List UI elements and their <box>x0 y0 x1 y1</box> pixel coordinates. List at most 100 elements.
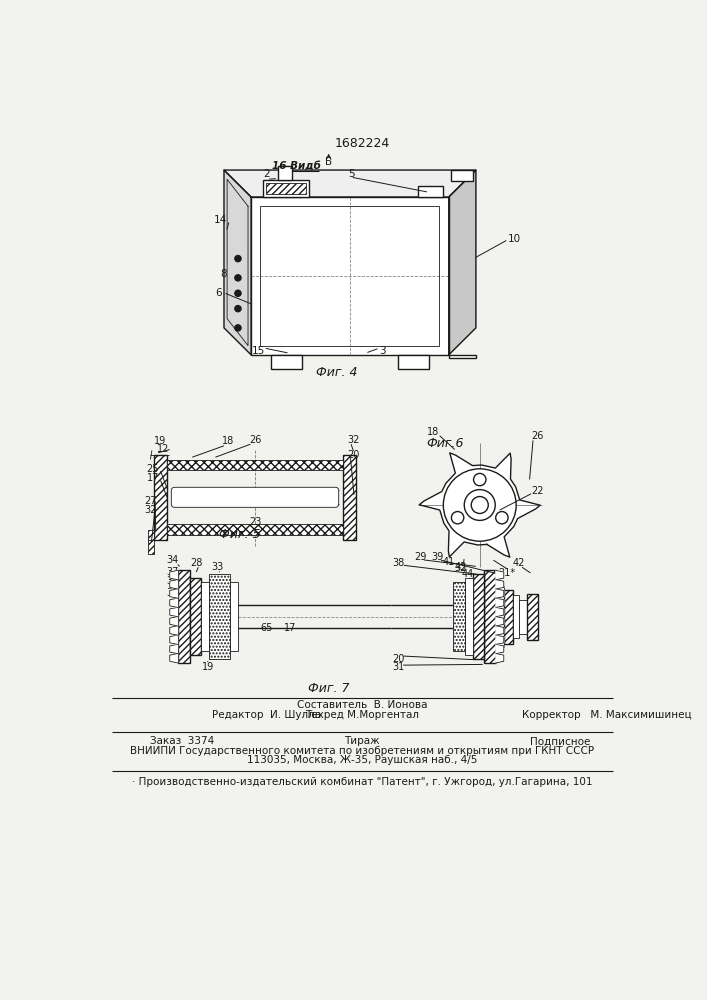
Bar <box>449 355 476 358</box>
Text: 29: 29 <box>414 552 426 562</box>
Text: 10: 10 <box>508 234 521 244</box>
Polygon shape <box>170 598 177 607</box>
Text: 23: 23 <box>249 517 261 527</box>
Text: 1682224: 1682224 <box>334 137 390 150</box>
Text: 113035, Москва, Ж-35, Раушская наб., 4/5: 113035, Москва, Ж-35, Раушская наб., 4/5 <box>247 755 477 765</box>
Polygon shape <box>170 626 177 635</box>
Bar <box>484 570 496 663</box>
Polygon shape <box>496 644 504 654</box>
Polygon shape <box>170 570 177 580</box>
Bar <box>452 582 465 651</box>
Bar <box>190 578 201 655</box>
Circle shape <box>235 256 241 262</box>
Bar <box>271 355 301 369</box>
Text: 20: 20 <box>392 654 404 664</box>
Polygon shape <box>224 170 476 197</box>
Text: 44: 44 <box>462 569 474 579</box>
Text: Б: Б <box>325 157 332 167</box>
Text: 43: 43 <box>455 562 467 572</box>
Polygon shape <box>170 589 177 598</box>
Text: 35: 35 <box>166 588 178 598</box>
Bar <box>263 180 309 197</box>
Text: 8: 8 <box>221 269 228 279</box>
Text: 14: 14 <box>214 215 227 225</box>
Bar <box>527 594 538 640</box>
Circle shape <box>235 306 241 312</box>
Circle shape <box>235 325 241 331</box>
Circle shape <box>235 290 241 296</box>
Text: 17: 17 <box>146 473 159 483</box>
Text: Фиг.6: Фиг.6 <box>426 437 464 450</box>
Polygon shape <box>496 626 504 635</box>
Bar <box>519 600 527 634</box>
Circle shape <box>464 490 495 520</box>
Text: Редактор  И. Шулла: Редактор И. Шулла <box>212 710 322 720</box>
Text: 32: 32 <box>347 435 360 445</box>
Polygon shape <box>170 580 177 589</box>
Text: 16 Видб: 16 Видб <box>272 161 321 171</box>
Text: 37: 37 <box>166 567 178 577</box>
Text: 65: 65 <box>260 623 273 633</box>
Bar <box>148 530 154 540</box>
FancyBboxPatch shape <box>171 487 339 507</box>
Text: 3: 3 <box>380 346 386 356</box>
Text: Техред М.Моргентал: Техред М.Моргентал <box>305 710 419 720</box>
Polygon shape <box>496 598 504 607</box>
Text: 33: 33 <box>211 562 224 572</box>
Bar <box>148 540 154 554</box>
Text: 32: 32 <box>454 563 467 573</box>
Text: 36: 36 <box>166 576 178 586</box>
Bar <box>344 455 356 540</box>
Text: 34: 34 <box>166 555 178 565</box>
Text: 12: 12 <box>158 444 170 454</box>
Text: ВНИИПИ Государственного комитета по изобретениям и открытиям при ГКНТ СССР: ВНИИПИ Государственного комитета по изоб… <box>130 746 594 756</box>
Bar <box>154 455 167 540</box>
Text: 17: 17 <box>284 623 296 633</box>
Circle shape <box>443 469 516 541</box>
Bar <box>513 595 519 638</box>
Text: 22: 22 <box>532 486 544 496</box>
Text: · Производственно-издательский комбинат "Патент", г. Ужгород, ул.Гагарина, 101: · Производственно-издательский комбинат … <box>132 777 592 787</box>
Text: 31: 31 <box>392 662 404 672</box>
Polygon shape <box>496 635 504 644</box>
Bar <box>398 355 429 369</box>
Polygon shape <box>496 580 504 589</box>
Text: 19: 19 <box>153 436 166 446</box>
Polygon shape <box>170 644 177 654</box>
Circle shape <box>496 512 508 524</box>
Text: 18: 18 <box>222 436 234 446</box>
Text: 6: 6 <box>215 288 222 298</box>
Bar <box>167 524 344 535</box>
Text: 26: 26 <box>249 435 261 445</box>
Circle shape <box>474 473 486 486</box>
Text: 28: 28 <box>191 558 203 568</box>
Bar <box>177 570 190 663</box>
Bar <box>209 574 230 659</box>
Circle shape <box>416 442 543 568</box>
Text: 42: 42 <box>513 558 525 568</box>
Bar <box>451 170 473 181</box>
Text: 19: 19 <box>202 662 215 672</box>
Text: Фиг. 7: Фиг. 7 <box>308 682 349 695</box>
Bar <box>201 582 209 651</box>
Polygon shape <box>449 170 476 355</box>
Bar <box>266 183 306 194</box>
Bar <box>260 206 440 346</box>
Text: 25: 25 <box>146 464 159 474</box>
Text: Заказ  3374: Заказ 3374 <box>151 736 215 746</box>
Text: 39: 39 <box>431 552 443 562</box>
Text: 41: 41 <box>443 557 455 567</box>
Polygon shape <box>224 170 251 355</box>
Text: 27: 27 <box>144 496 157 506</box>
Polygon shape <box>496 617 504 626</box>
Text: Составитель  В. Ионова: Составитель В. Ионова <box>297 700 427 710</box>
Bar <box>496 586 504 647</box>
Polygon shape <box>170 617 177 626</box>
Bar <box>251 197 449 355</box>
Text: Корректор   М. Максимишинец: Корректор М. Максимишинец <box>522 710 692 720</box>
Bar <box>418 186 443 197</box>
Text: Тираж: Тираж <box>344 736 380 746</box>
Text: Фиг. 4: Фиг. 4 <box>315 366 357 379</box>
Polygon shape <box>496 589 504 598</box>
Text: 21*: 21* <box>498 568 515 578</box>
